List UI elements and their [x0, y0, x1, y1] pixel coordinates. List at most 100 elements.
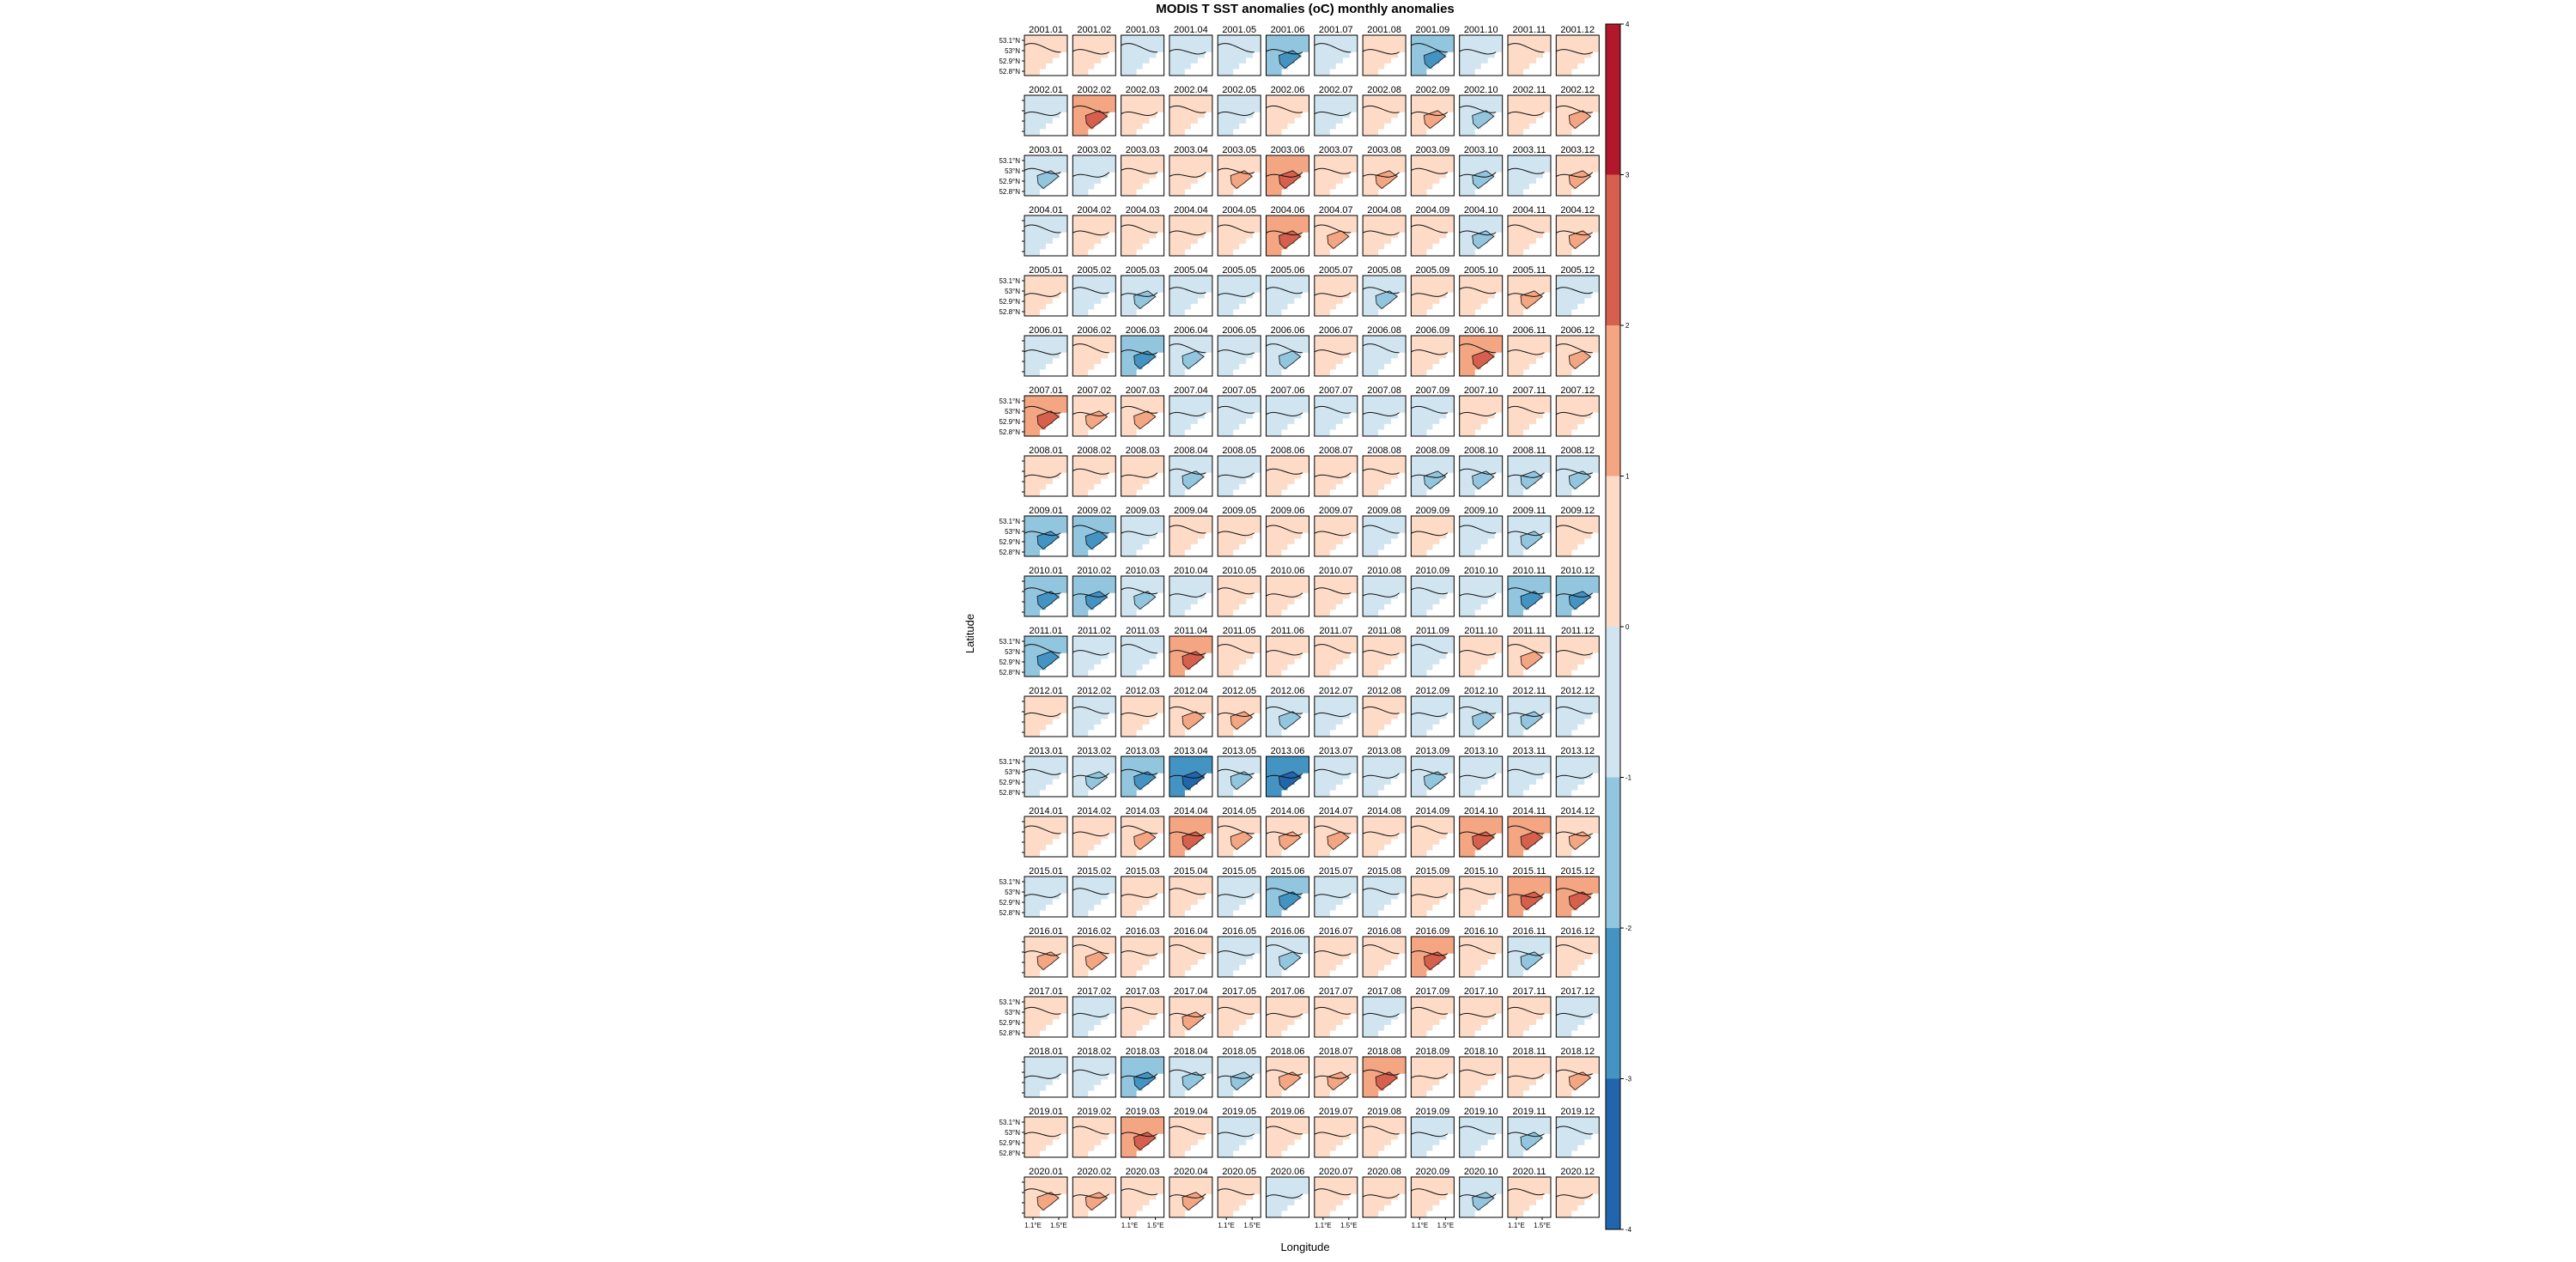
panel-label: 2016.10 — [1464, 926, 1498, 937]
panel-frame — [1217, 575, 1261, 617]
anomaly-field — [1121, 1177, 1164, 1217]
zero-contour — [1507, 1073, 1545, 1079]
anomaly-field — [1266, 997, 1309, 1037]
panel-label: 2020.04 — [1174, 1167, 1208, 1177]
panel-2009-02: 2009.02 — [1072, 506, 1116, 557]
zero-contour — [1556, 106, 1593, 113]
panel-label: 2015.03 — [1126, 866, 1160, 877]
panel-2019-08: 2019.08 — [1362, 1107, 1406, 1158]
panel-2002-08: 2002.08 — [1362, 85, 1406, 137]
zero-contour — [1314, 531, 1352, 537]
colorbar-segment — [1606, 1078, 1620, 1229]
panel-2003-01: 2003.01 53.1°N 53°N 52.9°N 52.8°N — [999, 145, 1068, 197]
panel-2005-10: 2005.10 — [1459, 265, 1504, 317]
panel-2018-09: 2018.09 — [1410, 1047, 1455, 1098]
zero-contour — [1411, 167, 1449, 174]
anomaly-field — [1363, 816, 1406, 857]
anomaly-field — [1556, 516, 1600, 556]
anomaly-patch — [1279, 771, 1302, 791]
zero-contour — [1314, 349, 1352, 355]
panel-frame — [1362, 155, 1406, 197]
panel-frame — [1362, 1176, 1406, 1218]
zero-contour — [1314, 950, 1352, 956]
panel-2007-04: 2007.04 — [1169, 385, 1213, 437]
anomaly-patch — [1133, 1071, 1157, 1091]
panel-label: 2005.05 — [1222, 265, 1256, 276]
panel-frame — [1072, 335, 1116, 377]
zero-contour — [1507, 43, 1545, 53]
zero-contour — [1411, 224, 1448, 234]
panel-2015-01: 2015.01 53.1°N 53°N 52.9°N 52.8°N — [999, 866, 1068, 918]
anomaly-field — [1072, 155, 1116, 196]
panel-label: 2017.07 — [1319, 986, 1353, 997]
panel-2015-06: 2015.06 — [1266, 866, 1309, 918]
y-tick-label: 52.9°N — [999, 779, 1020, 786]
zero-contour — [1024, 111, 1061, 116]
panel-label: 2014.01 — [1029, 806, 1063, 816]
panel-frame — [1121, 1056, 1165, 1098]
zero-contour — [1169, 1125, 1206, 1135]
panel-label: 2011.10 — [1464, 626, 1498, 636]
panel-2014-11: 2014.11 — [1507, 806, 1552, 858]
panel-label: 2015.12 — [1560, 866, 1595, 877]
zero-contour — [1314, 43, 1352, 53]
panel-frame — [1024, 94, 1068, 137]
panel-frame — [1507, 816, 1552, 858]
panel-2012-02: 2012.02 — [1072, 686, 1116, 737]
panel-2007-12: 2007.12 — [1555, 385, 1600, 437]
anomaly-field — [1363, 937, 1406, 977]
anomaly-field — [1218, 456, 1261, 496]
panel-frame — [1555, 155, 1600, 197]
zero-contour — [1362, 773, 1400, 779]
anomaly-field — [1072, 276, 1116, 316]
panel-frame — [1169, 816, 1213, 858]
panel-frame — [1169, 335, 1213, 377]
panel-label: 2004.08 — [1367, 205, 1401, 215]
panel-label: 2019.10 — [1464, 1107, 1498, 1117]
anomaly-field — [1508, 1057, 1551, 1097]
panel-frame — [1459, 455, 1504, 497]
panel-frame — [1410, 335, 1455, 377]
zero-contour — [1266, 525, 1303, 534]
panel-frame — [1024, 936, 1068, 978]
panel-label: 2011.03 — [1126, 626, 1159, 636]
anomaly-field — [1169, 276, 1212, 316]
panel-label: 2015.11 — [1513, 866, 1546, 877]
panel-frame — [1314, 575, 1358, 617]
panel-2002-03: 2002.03 — [1121, 85, 1165, 137]
anomaly-patch — [1568, 170, 1591, 190]
zero-contour — [1411, 1188, 1449, 1196]
panel-frame — [1459, 816, 1504, 858]
panel-frame — [1169, 755, 1213, 798]
panel-frame — [1314, 335, 1358, 377]
panel-2010-05: 2010.05 — [1217, 566, 1261, 617]
anomaly-field — [1556, 276, 1600, 316]
panel-2013-10: 2013.10 — [1459, 746, 1504, 798]
panel-label: 2005.03 — [1126, 265, 1160, 276]
panel-label: 2007.05 — [1222, 385, 1256, 396]
anomaly-patch — [1520, 951, 1543, 971]
panel-label: 2008.06 — [1271, 446, 1305, 456]
panel-2001-06: 2001.06 — [1266, 25, 1309, 76]
panel-label: 2016.09 — [1416, 926, 1450, 937]
panel-label: 2019.03 — [1126, 1107, 1160, 1117]
anomaly-field — [1556, 756, 1600, 797]
anomaly-field — [1072, 1057, 1116, 1097]
zero-contour — [1556, 172, 1594, 178]
panel-2016-09: 2016.09 — [1410, 926, 1455, 978]
zero-contour — [1121, 224, 1158, 234]
panel-2008-03: 2008.03 — [1121, 446, 1165, 497]
anomaly-field — [1363, 456, 1406, 496]
panel-label: 2013.04 — [1174, 746, 1208, 756]
chart-title: MODIS T SST anomalies (oC) monthly anoma… — [1156, 2, 1455, 16]
anomaly-field — [1363, 997, 1406, 1037]
panel-frame — [1072, 936, 1116, 978]
panel-label: 2003.11 — [1513, 145, 1546, 155]
panel-label: 2010.02 — [1077, 566, 1111, 576]
panel-frame — [1266, 695, 1309, 737]
anomaly-field — [1024, 1117, 1067, 1157]
panel-label: 2017.10 — [1464, 986, 1498, 997]
panel-label: 2004.03 — [1126, 205, 1160, 215]
panel-label: 2004.04 — [1174, 205, 1208, 215]
zero-contour — [1072, 411, 1110, 416]
